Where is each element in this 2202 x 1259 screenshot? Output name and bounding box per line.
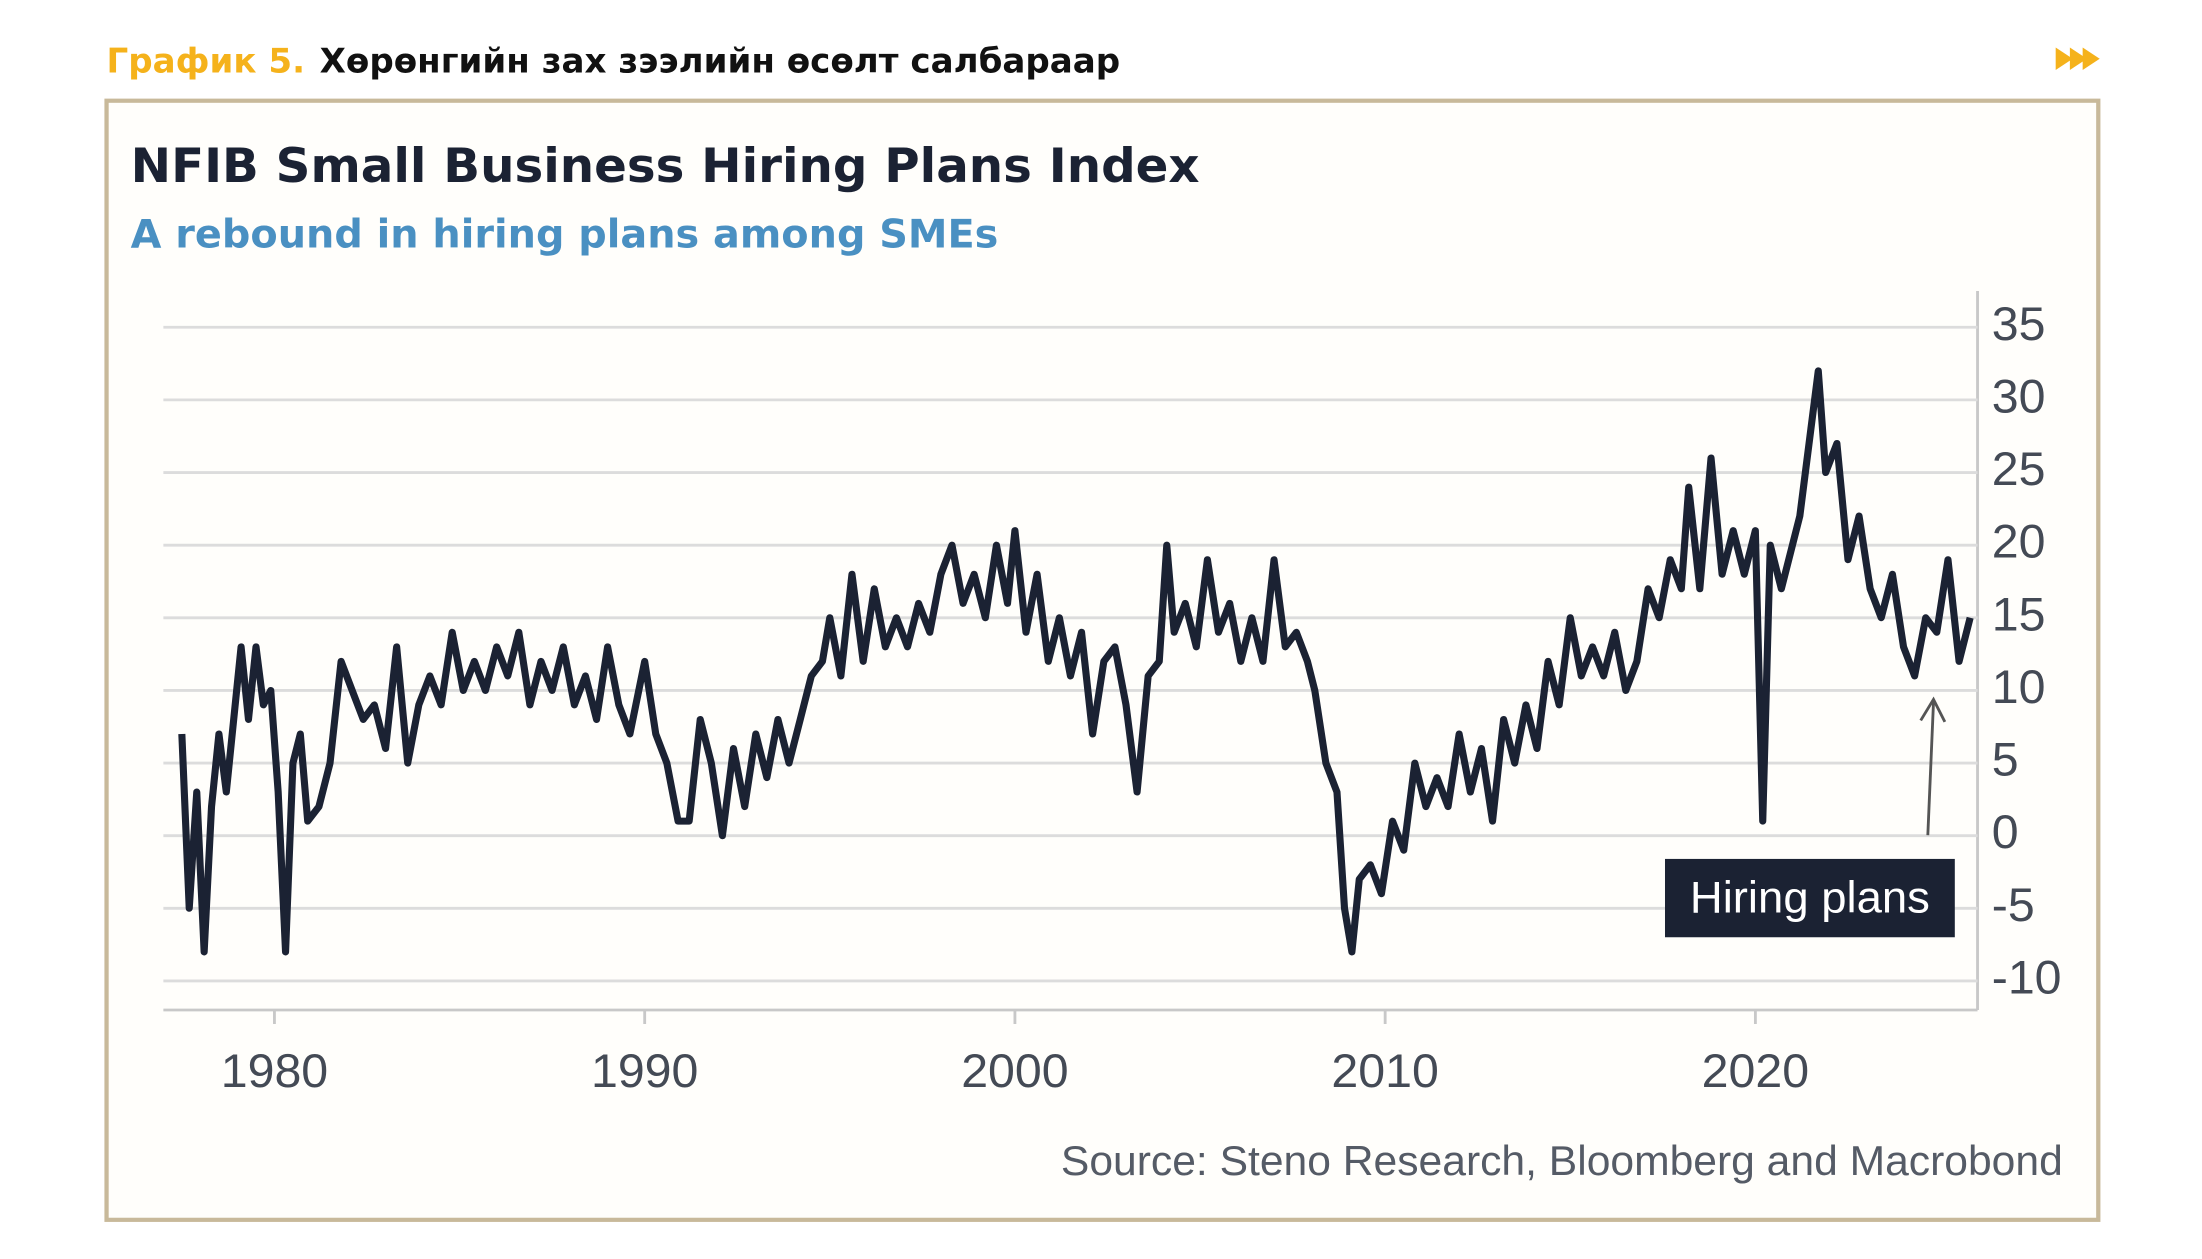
next-icon[interactable]: [2055, 47, 2100, 70]
data-line: [178, 367, 1974, 956]
y-tick-label: 30: [1992, 371, 2046, 424]
y-tick-label: -5: [1992, 879, 2035, 932]
y-tick-label: 15: [1992, 589, 2046, 642]
header-label: График 5.: [107, 42, 306, 81]
chart-title: NFIB Small Business Hiring Plans Index: [131, 139, 1200, 194]
y-tick-label: 0: [1992, 807, 2019, 860]
y-tick-label: 5: [1992, 734, 2019, 787]
chart-subtitle: A rebound in hiring plans among SMEs: [131, 212, 999, 258]
x-tick-label: 1990: [591, 1045, 698, 1098]
y-tick-label: -10: [1992, 952, 2062, 1005]
legend-arrow: [1919, 696, 1947, 836]
header-title: Хөрөнгийн зах зээлийн өсөлт салбараар: [320, 42, 1121, 81]
y-tick-label: 35: [1992, 298, 2046, 351]
x-tick-label: 1980: [221, 1045, 328, 1098]
source-note: Source: Steno Research, Bloomberg and Ma…: [1061, 1137, 2063, 1184]
legend-label: Hiring plans: [1690, 872, 1930, 923]
y-tick-label: 25: [1992, 443, 2046, 496]
plot: -10 -5 0 5 10 15 20 25 30 35 1980 1990 2000 2010 2020: [163, 298, 2062, 1098]
x-tick-label: 2020: [1702, 1045, 1809, 1098]
x-tick-label: 2000: [961, 1045, 1068, 1098]
x-tick-label: 2010: [1331, 1045, 1438, 1098]
legend-box: [1664, 858, 1955, 938]
y-tick-label: 20: [1992, 516, 2046, 569]
y-tick-label: 10: [1992, 661, 2046, 714]
